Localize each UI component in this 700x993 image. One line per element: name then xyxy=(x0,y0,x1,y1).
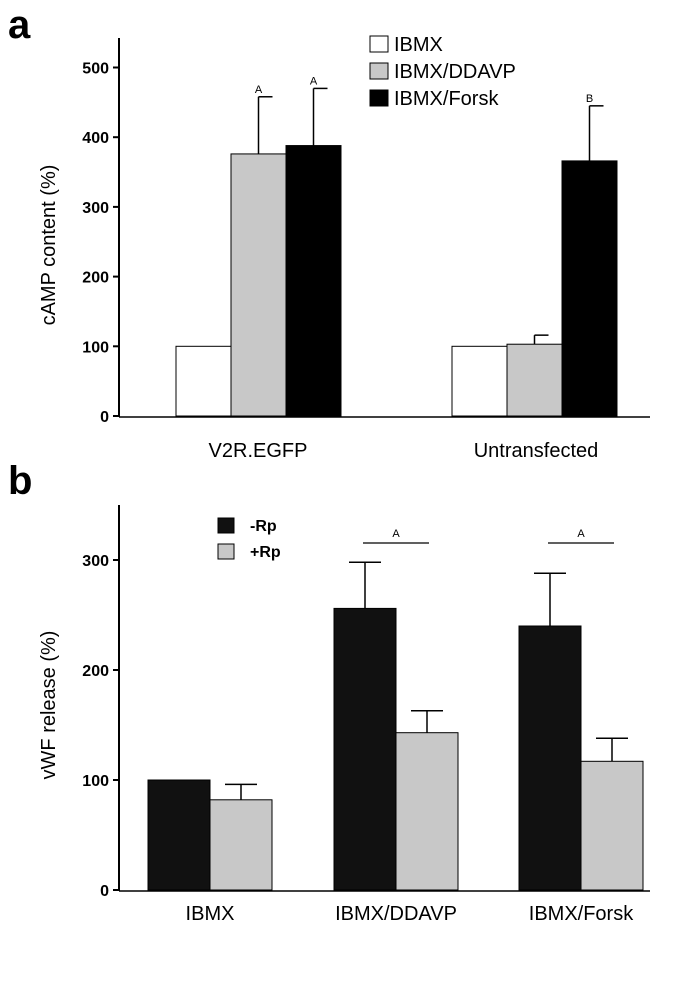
panel-a-legend-swatch-ibmx-ddavp xyxy=(369,62,389,80)
panel-b-category-labels: IBMX IBMX/DDAVP IBMX/Forsk xyxy=(186,903,635,925)
panel-a-category-label-v2r-egfp: V2R.EGFP xyxy=(209,440,308,462)
panel-b-legend-label-rp: +Rp xyxy=(250,544,281,561)
panel-b-bar-rp-ibmx-forsk xyxy=(580,760,644,891)
panel-a-y-tick-label-0: 0 xyxy=(100,409,109,426)
panel-b-bar-rp-ibmx xyxy=(147,779,211,891)
panel-b-y-tick-label-100: 100 xyxy=(82,773,109,790)
panel-a-category-label-untransfected: Untransfected xyxy=(474,440,599,462)
panel-a-y-tick-label-400: 400 xyxy=(82,130,109,147)
panel-b-y-tick-label-200: 200 xyxy=(82,663,109,680)
panel-b-sig-label-ibmx-forsk: A xyxy=(577,528,585,540)
panel-a-y-tick-label-300: 300 xyxy=(82,200,109,217)
panel-b-sig-label-ibmx-ddavp: A xyxy=(392,528,400,540)
panel-a-bar-ibmx-forsk-untransfected xyxy=(561,160,618,417)
panel-b-bar-rp-ibmx xyxy=(209,799,273,891)
panel-a-bar-ibmx-v2r-egfp xyxy=(175,345,232,417)
panel-a-y-axis-label: cAMP content (%) xyxy=(38,165,60,326)
panel-a-legend-label-ibmx-forsk: IBMX/Forsk xyxy=(394,88,499,110)
panel-a-y-tick-label-100: 100 xyxy=(82,339,109,356)
panel-a-bar-ibmx-forsk-v2r-egfp xyxy=(285,145,342,417)
panel-b-bar-rp-ibmx-ddavp xyxy=(333,607,397,891)
panel-a-legend-label-ibmx: IBMX xyxy=(394,34,443,56)
panel-a-letter: a xyxy=(8,3,31,47)
panel-a-legend-swatch-ibmx xyxy=(369,35,389,53)
panel-a-y-tick-label-500: 500 xyxy=(82,61,109,78)
panel-b-category-label-ibmx: IBMX xyxy=(186,903,235,925)
panel-b-legend-swatch-rp xyxy=(217,517,235,534)
panel-a-sig-label-ibmx-forsk-untransfected: B xyxy=(586,93,593,105)
panel-a-bar-ibmx-ddavp-untransfected xyxy=(506,343,563,417)
panel-a-legend-swatch-ibmx-forsk xyxy=(369,89,389,107)
panel-b-letter: b xyxy=(8,459,32,503)
panel-b-y-tick-label-0: 0 xyxy=(100,883,109,900)
panel-a-legend: IBMX IBMX/DDAVP IBMX/Forsk xyxy=(369,34,516,110)
panel-a-sig-label-ibmx-forsk-v2r-egfp: A xyxy=(310,75,318,87)
panel-b-bar-rp-ibmx-ddavp xyxy=(395,732,459,891)
panel-a-category-labels: V2R.EGFP Untransfected xyxy=(209,440,599,462)
panel-a-bar-ibmx-untransfected xyxy=(451,345,508,417)
panel-a-legend-label-ibmx-ddavp: IBMX/DDAVP xyxy=(394,61,516,83)
panel-a-sig-label-ibmx-ddavp-v2r-egfp: A xyxy=(255,84,263,96)
panel-b-y-axis-label: vWF release (%) xyxy=(38,631,60,780)
panel-a-bars: A A B xyxy=(175,75,618,417)
panel-b-legend-label-rp: -Rp xyxy=(250,518,277,535)
panel-b-y-tick-label-300: 300 xyxy=(82,553,109,570)
panel-b-y-axis: 0 100 200 300 xyxy=(82,505,650,900)
panel-b-category-label-ibmx-forsk: IBMX/Forsk xyxy=(529,903,634,925)
panel-a-y-tick-label-200: 200 xyxy=(82,270,109,287)
panel-b-legend-swatch-rp xyxy=(217,543,235,560)
panel-b-category-label-ibmx-ddavp: IBMX/DDAVP xyxy=(335,903,457,925)
panel-b-legend: -Rp +Rp xyxy=(217,517,281,561)
panel-b-bar-rp-ibmx-forsk xyxy=(518,625,582,891)
panel-a-y-axis: 0 100 200 300 400 500 xyxy=(82,38,650,426)
panel-a-bar-ibmx-ddavp-v2r-egfp xyxy=(230,153,287,417)
